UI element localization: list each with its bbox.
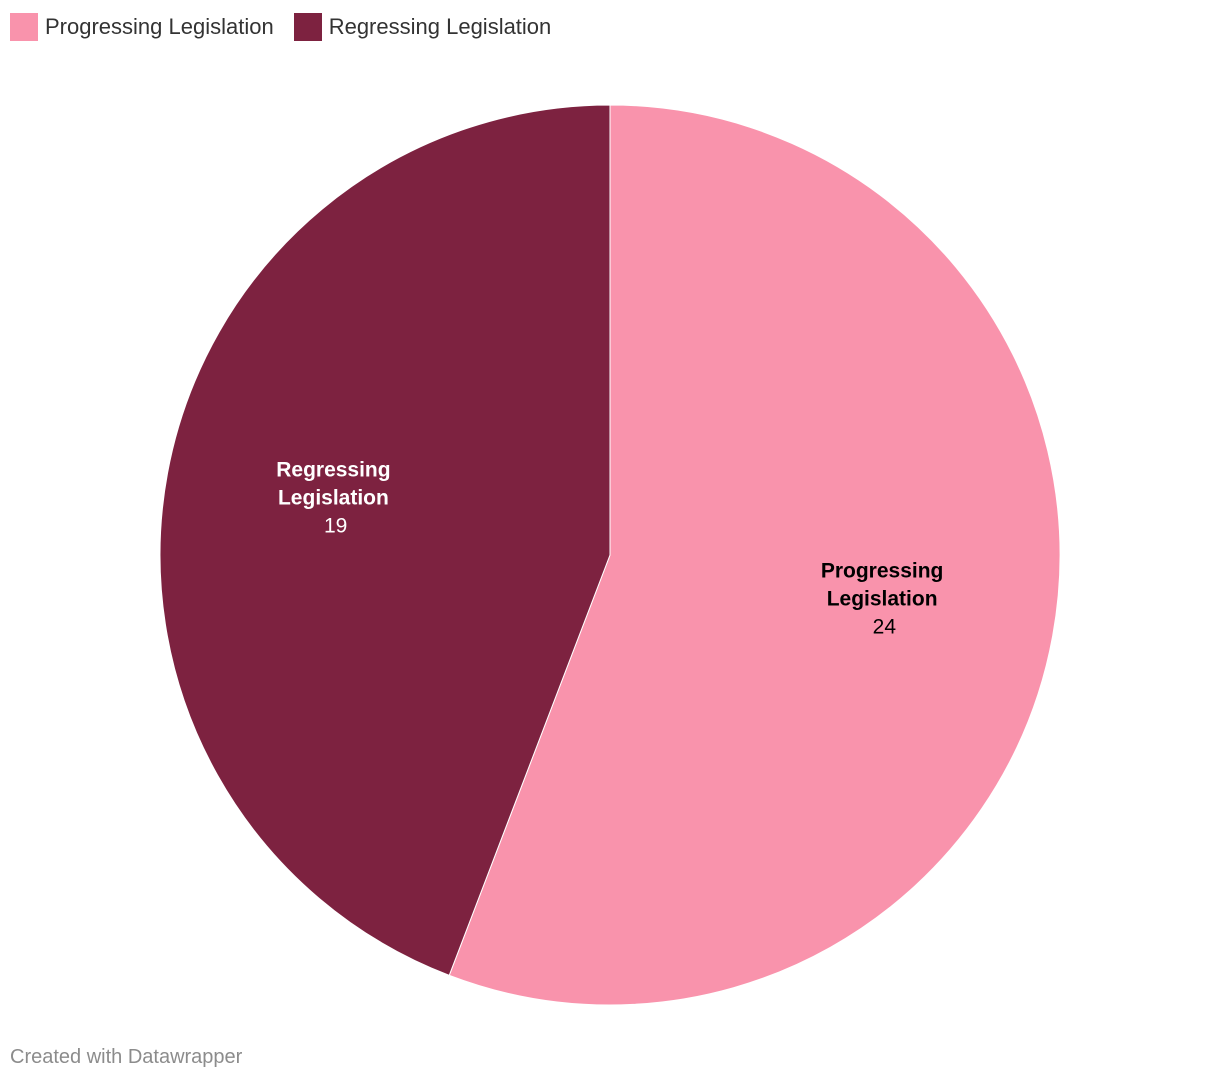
slice-label-regressing-line2: Legislation <box>278 486 389 509</box>
legend-swatch-regressing <box>293 13 322 41</box>
chart-legend: Progressing Legislation Regressing Legis… <box>10 12 551 42</box>
legend-swatch-progressing <box>10 13 38 41</box>
slice-label-progressing-line2: Legislation <box>827 588 938 611</box>
slice-label-progressing-line1: Progressing <box>821 560 944 583</box>
legend-label-regressing: Regressing Legislation <box>328 14 552 39</box>
credit-footer: Created with Datawrapper <box>10 1046 243 1068</box>
slice-label-regressing-line1: Regressing <box>276 458 390 481</box>
slice-value-regressing: 19 <box>324 514 347 537</box>
pie-slices <box>159 104 1061 1006</box>
pie-slice-progressing <box>448 104 1061 1006</box>
legend-item-regressing: Regressing Legislation <box>293 13 552 41</box>
slice-value-progressing: 24 <box>873 616 897 639</box>
slice-label-regressing: Regressing Legislation 19 <box>276 458 395 537</box>
legend-item-progressing: Progressing Legislation <box>10 13 274 41</box>
pie-slice-regressing <box>159 104 611 976</box>
legend-label-progressing: Progressing Legislation <box>45 14 274 39</box>
slice-label-progressing: Progressing Legislation 24 <box>821 560 948 639</box>
pie-slice-labels: Progressing Legislation 24 Regressing Le… <box>276 458 948 639</box>
